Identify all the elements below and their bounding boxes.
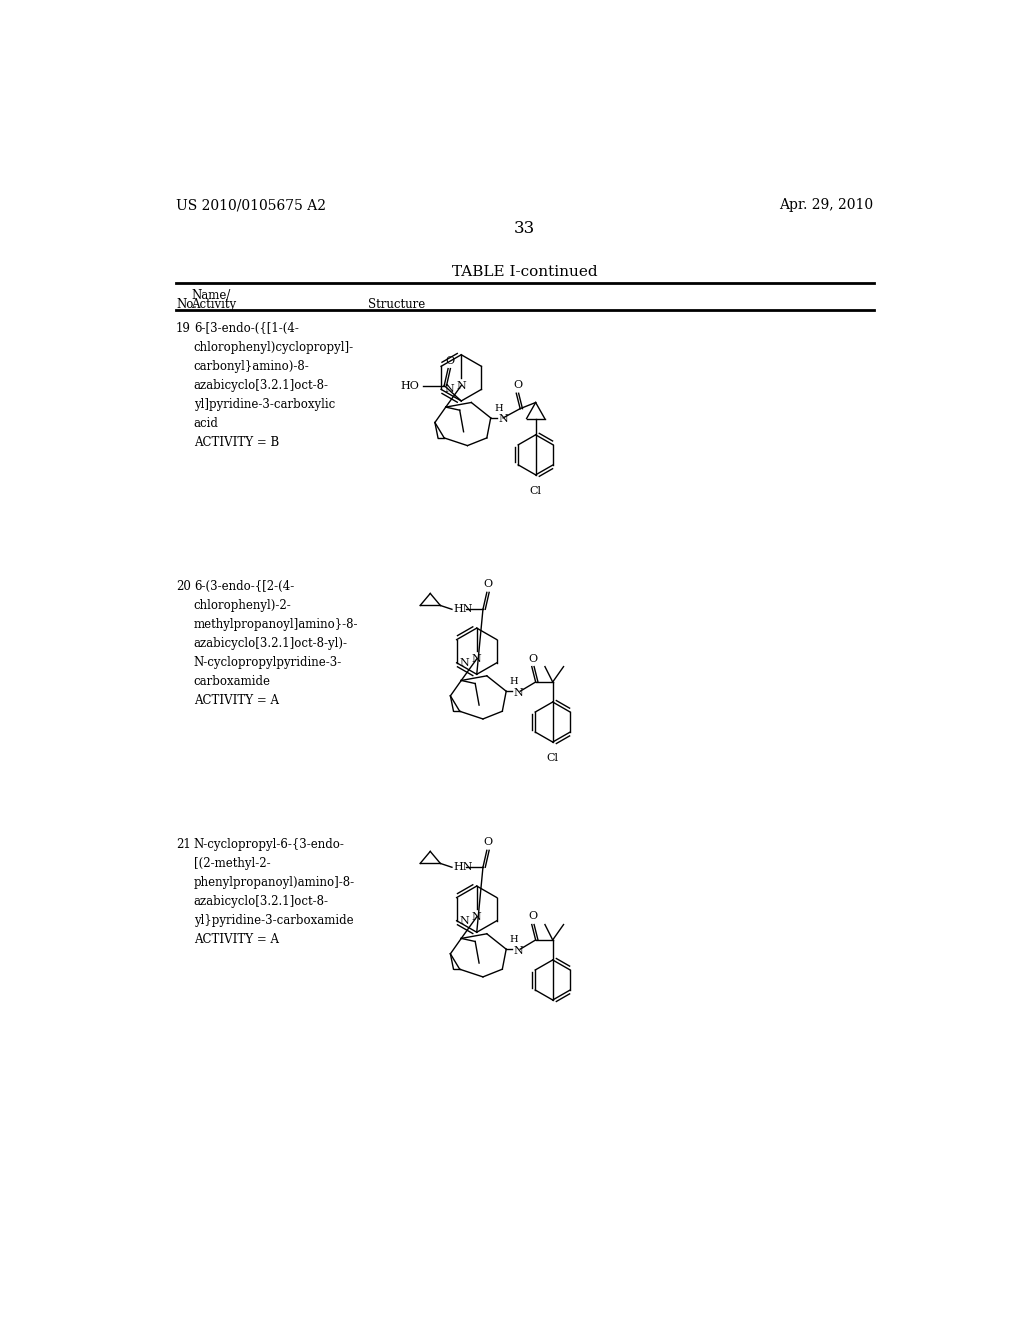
Text: Name/: Name/ [191, 289, 231, 302]
Text: 19: 19 [176, 322, 190, 335]
Text: O: O [528, 912, 538, 921]
Text: HO: HO [400, 380, 420, 391]
Text: HN: HN [454, 605, 473, 614]
Text: N-cyclopropyl-6-{3-endo-
[(2-methyl-2-
phenylpropanoyl)amino]-8-
azabicyclo[3.2.: N-cyclopropyl-6-{3-endo- [(2-methyl-2- p… [194, 838, 355, 945]
Text: O: O [513, 380, 522, 391]
Text: O: O [445, 355, 455, 366]
Text: O: O [483, 579, 493, 589]
Text: TABLE I-continued: TABLE I-continued [452, 264, 598, 279]
Text: O: O [528, 653, 538, 664]
Text: Activity: Activity [191, 298, 237, 310]
Text: N: N [460, 916, 469, 925]
Text: N: N [472, 655, 481, 664]
Text: H: H [510, 936, 518, 944]
Text: Structure: Structure [369, 298, 426, 310]
Text: No.: No. [176, 298, 197, 310]
Text: 33: 33 [514, 220, 536, 238]
Text: N: N [499, 414, 508, 425]
Text: 21: 21 [176, 838, 190, 850]
Text: N: N [514, 945, 523, 956]
Text: HN: HN [454, 862, 473, 873]
Text: N: N [457, 381, 466, 391]
Text: N: N [460, 657, 469, 668]
Text: N: N [514, 688, 523, 698]
Text: O: O [483, 837, 493, 847]
Text: 6-[3-endo-({[1-(4-
chlorophenyl)cyclopropyl]-
carbonyl}amino)-8-
azabicyclo[3.2.: 6-[3-endo-({[1-(4- chlorophenyl)cyclopro… [194, 322, 354, 449]
Text: Cl: Cl [529, 486, 542, 495]
Text: 20: 20 [176, 581, 190, 594]
Text: Apr. 29, 2010: Apr. 29, 2010 [779, 198, 873, 213]
Text: H: H [495, 404, 503, 413]
Text: 6-(3-endo-{[2-(4-
chlorophenyl)-2-
methylpropanoyl]amino}-8-
azabicyclo[3.2.1]oc: 6-(3-endo-{[2-(4- chlorophenyl)-2- methy… [194, 581, 358, 708]
Text: US 2010/0105675 A2: US 2010/0105675 A2 [176, 198, 326, 213]
Text: Cl: Cl [547, 752, 559, 763]
Text: H: H [510, 677, 518, 686]
Text: N: N [444, 384, 454, 395]
Text: N: N [472, 912, 481, 923]
